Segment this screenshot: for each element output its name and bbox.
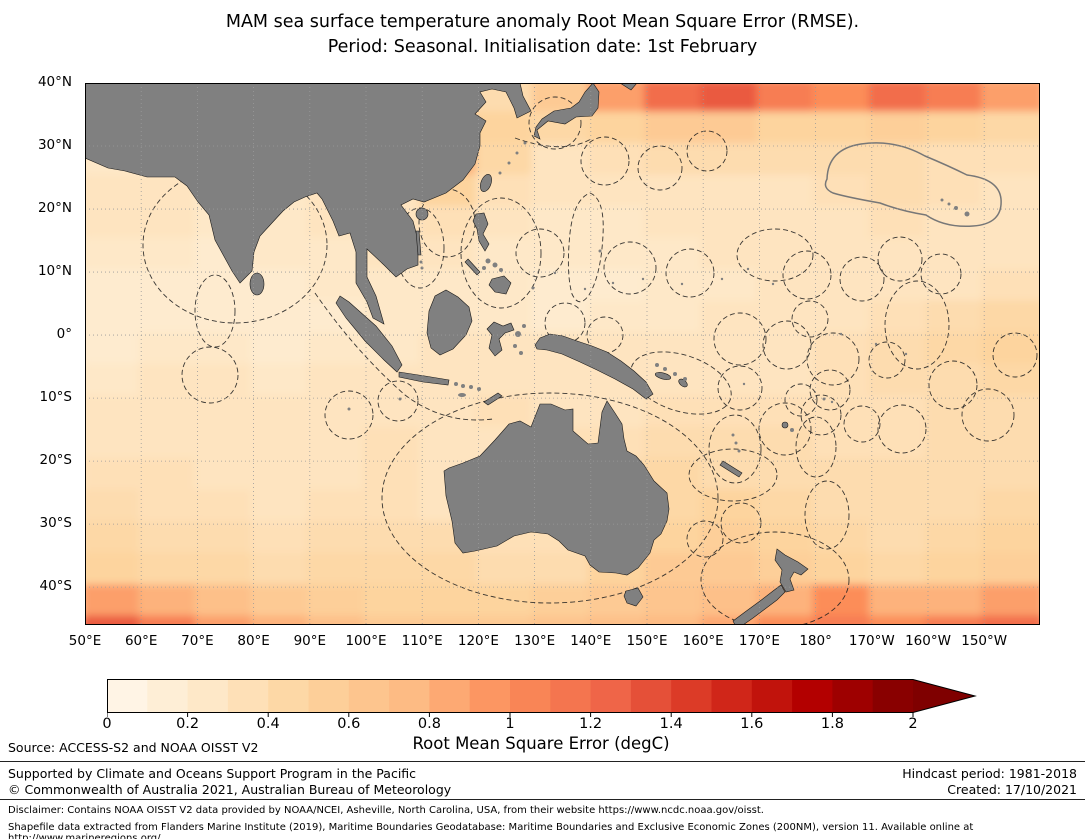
colorbar-tick-label: 1.8 — [820, 716, 844, 732]
divider-top — [0, 761, 1085, 762]
colorbar-tick-label: 1.2 — [579, 716, 603, 732]
x-tick-label: 110°E — [401, 633, 443, 649]
colorbar-gradient — [106, 679, 977, 717]
y-axis: 40°N 30°N 20°N 10°N 0° 10°S 20°S 30°S 40°S — [0, 0, 78, 700]
footer-created-date: Created: 17/10/2021 — [947, 782, 1077, 797]
x-tick-label: 150°W — [961, 633, 1008, 649]
colorbar-tick-label: 1 — [505, 716, 515, 732]
colorbar-tick-label: 1.6 — [740, 716, 764, 732]
colorbar-tick-label: 0.6 — [337, 716, 361, 732]
map-canvas — [85, 83, 1040, 625]
land-taiwan — [480, 174, 492, 192]
land-asia — [85, 83, 532, 325]
y-tick-label: 0° — [56, 326, 72, 343]
colorbar-tick-label: 2 — [908, 716, 918, 732]
land-sri-lanka — [249, 272, 265, 296]
land-tasmania — [623, 587, 644, 607]
land-palawan — [464, 258, 481, 276]
land-nz-north-island — [774, 548, 809, 593]
x-tick-label: 160°E — [682, 633, 724, 649]
colorbar-tick-label: 1.4 — [659, 716, 683, 732]
figure-title: MAM sea surface temperature anomaly Root… — [0, 10, 1085, 60]
land-java — [398, 371, 450, 386]
footer-hindcast-period: Hindcast period: 1981-2018 — [902, 766, 1077, 781]
x-tick-label: 150°E — [626, 633, 668, 649]
land-luzon — [472, 212, 490, 252]
land-sulawesi — [486, 321, 515, 357]
land-hainan — [415, 207, 429, 221]
x-tick-label: 50°E — [68, 633, 102, 649]
colorbar-tick-label: 0 — [102, 716, 112, 732]
title-line-1: MAM sea surface temperature anomaly Root… — [225, 12, 860, 32]
x-tick-label: 170°W — [848, 633, 895, 649]
y-tick-label: 40°N — [37, 74, 72, 90]
y-tick-label: 30°S — [39, 515, 73, 532]
divider-bottom — [0, 799, 1085, 800]
land-borneo — [426, 289, 473, 356]
colorbar-label: Root Mean Square Error (degC) — [412, 734, 670, 753]
y-tick-label: 20°S — [39, 452, 73, 469]
land-sumatra — [335, 295, 403, 373]
map-figure — [85, 83, 1040, 625]
y-tick-label: 10°S — [39, 389, 73, 406]
y-tick-label: 20°N — [37, 200, 72, 217]
eez-boundaries-layer — [142, 96, 1038, 625]
plot-frame — [85, 83, 1040, 625]
land-new-caledonia — [719, 460, 743, 478]
x-tick-label: 70°E — [181, 633, 214, 649]
land-andaman-islands — [415, 230, 422, 256]
land-hawaii — [940, 198, 944, 202]
disclaimer-line-1: Disclaimer: Contains NOAA OISST V2 data … — [8, 805, 764, 816]
y-tick-label: 10°N — [37, 263, 72, 280]
y-tick-label: 40°S — [39, 578, 73, 595]
x-tick-label: 130°E — [514, 633, 556, 649]
footer-supported-by: Supported by Climate and Oceans Support … — [8, 766, 417, 781]
land-new-guinea — [534, 333, 654, 400]
x-tick-label: 100°E — [345, 633, 387, 649]
land-new-britain — [654, 372, 672, 380]
x-tick-label: 90°E — [293, 633, 327, 649]
x-tick-label: 180° — [799, 633, 832, 649]
land-fiji — [781, 421, 789, 429]
title-line-2: Period: Seasonal. Initialisation date: 1… — [327, 37, 758, 57]
hawaii-eez-outline — [824, 142, 1002, 228]
x-tick-label: 80°E — [237, 633, 270, 649]
disclaimer-line-2: Shapefile data extracted from Flanders M… — [8, 822, 974, 839]
land-australia — [443, 400, 670, 576]
land-mindanao — [488, 275, 512, 295]
land-nz-south-island — [732, 584, 786, 625]
x-tick-label: 140°E — [570, 633, 612, 649]
land-japan — [533, 83, 600, 140]
y-tick-label: 30°N — [37, 137, 72, 154]
x-tick-label: 160°W — [905, 633, 951, 649]
x-tick-label: 120°E — [457, 633, 499, 649]
colorbar — [106, 679, 987, 719]
land-hokkaido-tip — [619, 83, 638, 91]
land-timor — [483, 392, 503, 406]
colorbar-tick-label: 0.4 — [256, 716, 280, 732]
x-tick-label: 60°E — [124, 633, 158, 649]
land-layer — [85, 83, 970, 625]
colorbar-tick-label: 0.8 — [417, 716, 441, 732]
x-tick-label: 170°E — [738, 633, 780, 649]
footer-copyright: © Commonwealth of Australia 2021, Austra… — [8, 782, 452, 797]
source-note: Source: ACCESS-S2 and NOAA OISST V2 — [8, 740, 259, 755]
colorbar-tick-label: 0.2 — [176, 716, 200, 732]
